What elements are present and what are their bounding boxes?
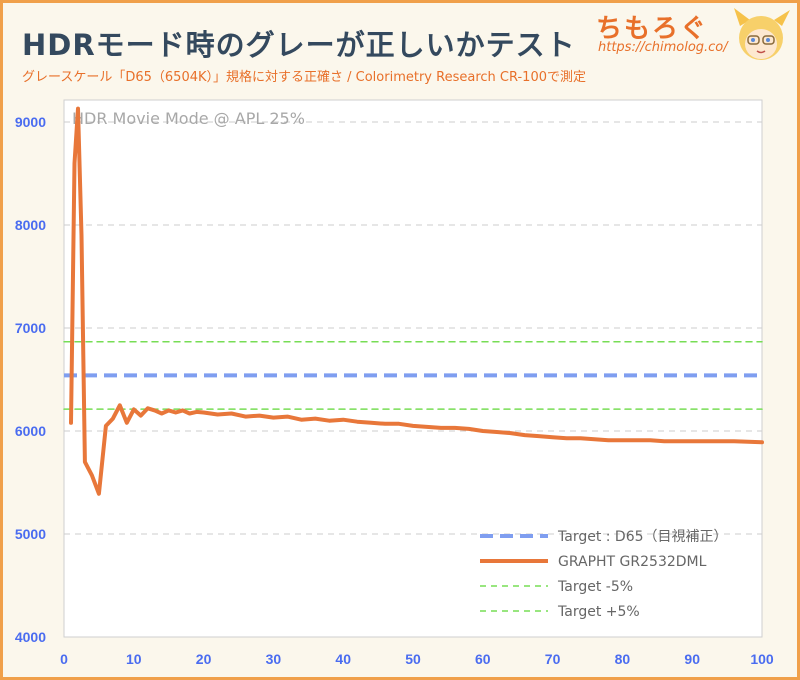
legend-label: GRAPHT GR2532DML (558, 554, 707, 570)
page-title: HDRモード時のグレーが正しいかテスト (22, 28, 576, 62)
brand-url: https://chimolog.co/ (598, 40, 728, 55)
y-tick-label: 8000 (15, 217, 46, 233)
x-tick-label: 20 (196, 651, 212, 667)
y-tick-label: 6000 (15, 423, 46, 439)
chart-annotation: HDR Movie Mode @ APL 25% (72, 109, 305, 128)
x-tick-label: 60 (475, 651, 491, 667)
x-tick-label: 70 (545, 651, 561, 667)
y-tick-label: 5000 (15, 526, 46, 542)
plot-area (63, 99, 763, 638)
legend-label: Target : D65（目視補正） (557, 529, 728, 545)
y-tick-label: 7000 (15, 320, 46, 336)
legend-label: Target -5% (557, 579, 633, 595)
x-tick-label: 80 (615, 651, 631, 667)
page-subtitle: グレースケール「D65（6504K）」規格に対する正確さ / Colorimet… (22, 70, 586, 85)
mascot-icon (734, 8, 790, 60)
brand-logo: ちもろぐ (596, 14, 709, 44)
y-tick-label: 9000 (15, 114, 46, 130)
x-tick-label: 100 (750, 651, 774, 667)
x-tick-label: 30 (266, 651, 282, 667)
x-tick-label: 90 (684, 651, 700, 667)
x-tick-label: 10 (126, 651, 142, 667)
x-tick-label: 50 (405, 651, 421, 667)
series-line-1 (69, 106, 764, 496)
legend-label: Target +5% (557, 604, 640, 620)
x-tick-label: 0 (60, 651, 68, 667)
x-tick-label: 40 (335, 651, 351, 667)
y-tick-label: 4000 (15, 629, 46, 645)
